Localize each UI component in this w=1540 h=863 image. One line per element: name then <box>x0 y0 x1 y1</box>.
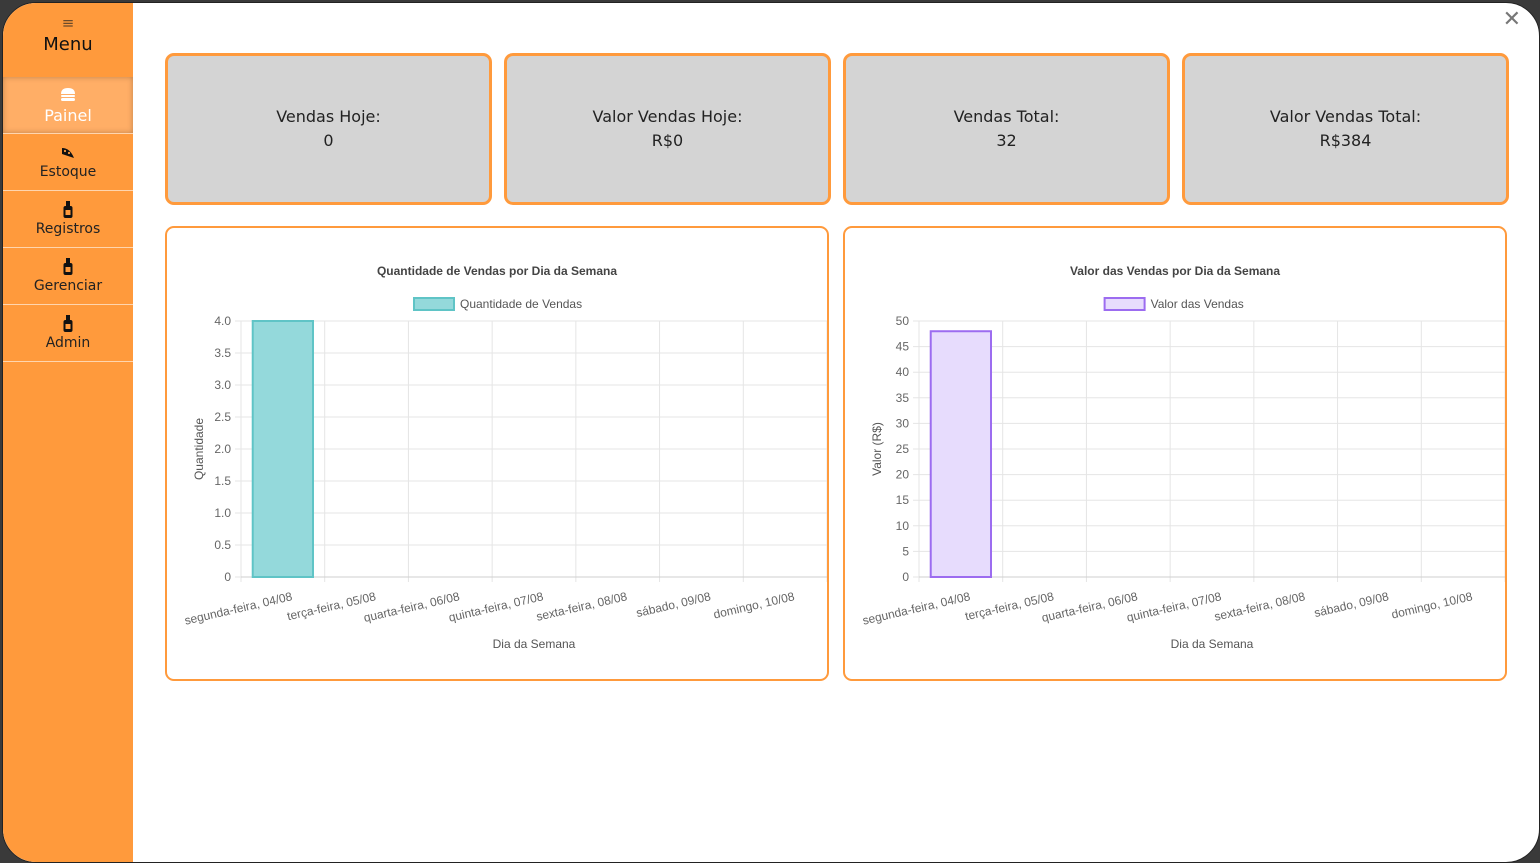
x-axis-title: Dia da Semana <box>1171 637 1254 651</box>
sidebar-item-label: Registros <box>35 221 101 237</box>
chart-legend: Quantidade de Vendas <box>413 297 582 311</box>
menu-header[interactable]: ≡ Menu <box>3 3 133 77</box>
legend-label: Quantidade de Vendas <box>460 297 582 311</box>
chart-legend: Valor das Vendas <box>1103 297 1244 311</box>
x-tick-label: segunda-feira, 04/08 <box>183 589 294 627</box>
chart-title: Valor das Vendas por Dia da Semana <box>1070 264 1280 278</box>
x-tick-label: domingo, 10/08 <box>1390 589 1474 621</box>
card-label: Vendas Total: <box>953 107 1060 126</box>
card-label: Valor Vendas Hoje: <box>592 107 743 126</box>
y-tick-label: 35 <box>896 391 910 405</box>
y-tick-label: 3.5 <box>214 346 231 360</box>
chart-title: Quantidade de Vendas por Dia da Semana <box>377 264 617 278</box>
y-tick-label: 1.0 <box>214 506 231 520</box>
sidebar-item-admin[interactable]: Admin <box>3 305 133 362</box>
x-tick-label: quinta-feira, 07/08 <box>1125 589 1223 624</box>
card-valor-vendas-hoje: Valor Vendas Hoje: R$0 <box>504 53 831 205</box>
sidebar-item-gerenciar[interactable]: Gerenciar <box>3 248 133 305</box>
card-vendas-total: Vendas Total: 32 <box>843 53 1170 205</box>
y-tick-label: 30 <box>896 416 910 430</box>
y-tick-label: 0 <box>902 570 909 584</box>
sidebar: ≡ Menu Painel Estoque <box>3 3 133 862</box>
y-tick-label: 10 <box>896 519 910 533</box>
x-tick-label: sábado, 09/08 <box>635 589 713 620</box>
y-tick-label: 25 <box>896 442 910 456</box>
legend-swatch <box>1103 297 1146 311</box>
sidebar-item-label: Admin <box>45 335 91 351</box>
bottle-icon <box>63 201 73 218</box>
pizza-icon <box>62 148 74 158</box>
y-tick-label: 0 <box>224 570 231 584</box>
y-tick-label: 40 <box>896 365 910 379</box>
chart-quantidade: Quantidade de Vendas por Dia da Semana Qu… <box>183 264 827 651</box>
y-axis-title: Valor (R$) <box>870 422 884 476</box>
x-tick-label: quinta-feira, 07/08 <box>447 589 545 624</box>
sidebar-item-estoque[interactable]: Estoque <box>3 134 133 191</box>
bottle-icon <box>63 315 73 332</box>
y-tick-label: 15 <box>896 493 910 507</box>
hamburger-icon[interactable]: ≡ <box>61 14 75 32</box>
x-axis-title: Dia da Semana <box>493 637 576 651</box>
y-tick-label: 2.5 <box>214 410 231 424</box>
burger-icon <box>61 87 75 101</box>
y-tick-label: 1.5 <box>214 474 231 488</box>
sidebar-item-label: Estoque <box>39 164 97 180</box>
menu-label: Menu <box>43 34 93 55</box>
bottle-icon <box>63 258 73 275</box>
x-tick-label: quarta-feira, 06/08 <box>362 589 461 625</box>
legend-swatch <box>413 297 455 311</box>
sidebar-item-registros[interactable]: Registros <box>3 191 133 248</box>
y-axis-title: Quantidade <box>192 418 206 480</box>
card-label: Vendas Hoje: <box>276 107 381 126</box>
sidebar-item-label: Painel <box>44 105 92 125</box>
card-valor-vendas-total: Valor Vendas Total: R$384 <box>1182 53 1509 205</box>
card-vendas-hoje: Vendas Hoje: 0 <box>165 53 492 205</box>
card-value: R$384 <box>1319 131 1372 150</box>
y-tick-label: 3.0 <box>214 378 231 392</box>
sidebar-item-painel[interactable]: Painel <box>3 77 133 134</box>
y-tick-label: 50 <box>896 314 910 328</box>
legend-label: Valor das Vendas <box>1151 297 1244 311</box>
x-tick-label: sábado, 09/08 <box>1313 589 1391 620</box>
x-tick-label: quarta-feira, 06/08 <box>1040 589 1139 625</box>
card-value: 0 <box>323 131 334 150</box>
x-tick-label: segunda-feira, 04/08 <box>861 589 972 627</box>
chart-panel-valor: Valor das Vendas por Dia da Semana Valor … <box>843 226 1507 681</box>
bar <box>251 320 314 578</box>
chart-panel-quantidade: Quantidade de Vendas por Dia da Semana Qu… <box>165 226 829 681</box>
y-tick-label: 5 <box>902 544 909 558</box>
y-tick-label: 4.0 <box>214 314 231 328</box>
card-value: 32 <box>996 131 1017 150</box>
y-tick-label: 0.5 <box>214 538 231 552</box>
bar <box>929 330 992 578</box>
y-tick-label: 20 <box>896 468 910 482</box>
card-value: R$0 <box>651 131 684 150</box>
card-label: Valor Vendas Total: <box>1269 107 1422 126</box>
chart-valor: Valor das Vendas por Dia da Semana Valor … <box>861 264 1505 651</box>
y-tick-label: 2.0 <box>214 442 231 456</box>
y-tick-label: 45 <box>896 340 910 354</box>
close-icon[interactable]: ✕ <box>1502 7 1521 32</box>
x-tick-label: sexta-feira, 08/08 <box>535 589 629 624</box>
x-tick-label: sexta-feira, 08/08 <box>1213 589 1307 624</box>
x-tick-label: domingo, 10/08 <box>712 589 796 621</box>
sidebar-item-label: Gerenciar <box>33 278 103 294</box>
